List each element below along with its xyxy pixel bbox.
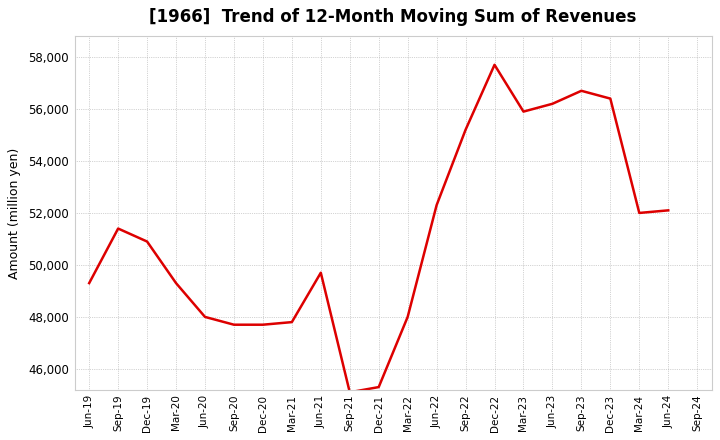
Y-axis label: Amount (million yen): Amount (million yen) bbox=[9, 147, 22, 279]
Title: [1966]  Trend of 12-Month Moving Sum of Revenues: [1966] Trend of 12-Month Moving Sum of R… bbox=[150, 8, 637, 26]
